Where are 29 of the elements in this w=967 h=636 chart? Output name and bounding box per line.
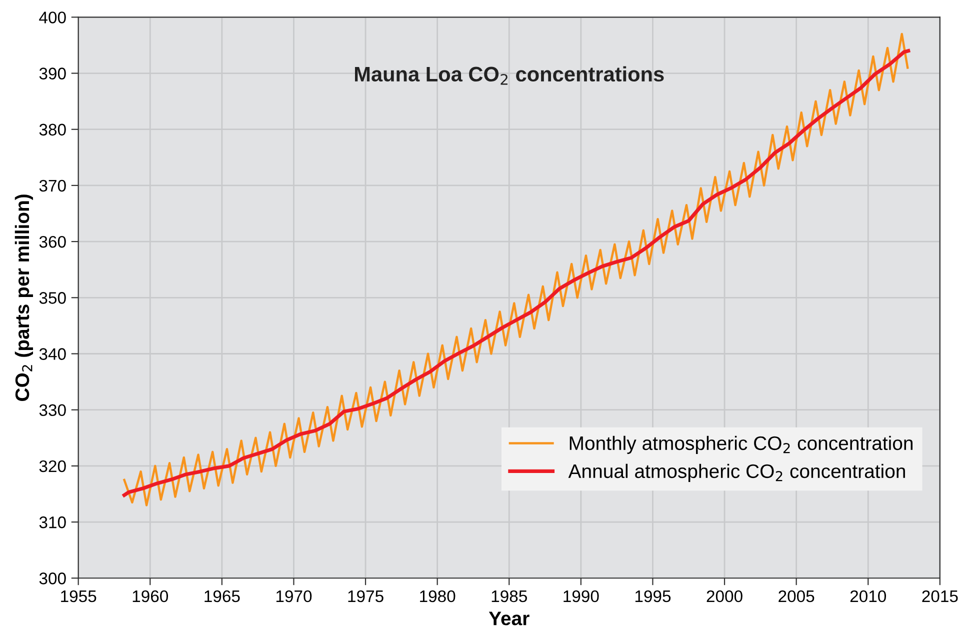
x-tick-label: 1975 [348,590,384,602]
y-tick-label: 400 [39,12,66,24]
y-tick-label: 330 [39,404,66,416]
y-tick-label: 310 [39,516,66,528]
x-tick-label: 1960 [132,590,168,602]
legend-label: Annual atmospheric CO$_{2}$ concentration [568,464,905,482]
x-tick-label: 1990 [564,590,599,602]
y-tick-label: 360 [39,236,66,248]
x-tick-label: 2000 [706,590,742,602]
y-tick-label: 390 [39,68,66,80]
x-tick-label: 1995 [635,590,671,602]
x-tick-label: 2010 [850,590,886,602]
legend-label: Monthly atmospheric CO$_{2}$ concentration [570,436,913,454]
x-tick-label: 1955 [61,590,96,602]
y-tick-label: 350 [39,292,66,304]
y-tick-label: 300 [39,572,66,584]
y-axis-title: CO$_{2}$ (parts per million) [14,194,34,401]
x-tick-label: 2015 [922,590,958,602]
y-tick-label: 340 [39,348,66,360]
x-tick-label: 2005 [778,590,814,602]
text: Mauna Loa CO$_{2}$ concentrations [355,66,664,85]
y-tick-label: 380 [39,124,66,136]
y-tick-label: 370 [39,180,66,192]
x-tick-label: 1970 [276,590,312,602]
y-tick-label: 320 [39,460,66,472]
x-tick-label: 1985 [492,590,527,602]
x-tick-label: 1965 [204,590,240,602]
x-axis-title: Year [488,612,530,626]
x-tick-label: 1980 [420,590,456,602]
